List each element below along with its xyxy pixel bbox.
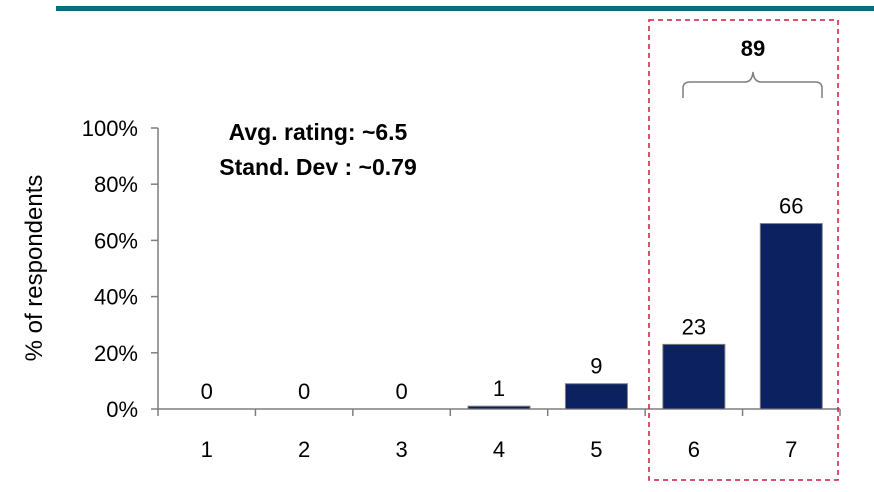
y-tick-label: 80% bbox=[94, 172, 138, 197]
x-tick-label: 7 bbox=[785, 437, 797, 462]
y-tick-label: 40% bbox=[94, 285, 138, 310]
y-tick-label: 20% bbox=[94, 341, 138, 366]
x-tick-label: 6 bbox=[688, 437, 700, 462]
standard-deviation-annotation: Stand. Dev : ~0.79 bbox=[219, 154, 417, 180]
y-tick-label: 0% bbox=[106, 397, 138, 422]
bar-value-label: 66 bbox=[779, 194, 803, 219]
bar-value-label: 0 bbox=[201, 379, 213, 404]
average-rating-annotation: Avg. rating: ~6.5 bbox=[229, 119, 408, 145]
highlight-total-label: 89 bbox=[741, 36, 765, 61]
bar bbox=[759, 223, 823, 410]
highlight-brace bbox=[682, 71, 823, 98]
bar bbox=[564, 383, 628, 410]
bars bbox=[467, 223, 823, 410]
x-tick-label: 2 bbox=[298, 437, 310, 462]
x-ticks: 1 2 3 4 5 6 7 bbox=[157, 409, 841, 462]
y-ticks: 0% 20% 40% 60% 80% 100% bbox=[82, 116, 158, 422]
bar bbox=[662, 343, 726, 410]
highlight-box bbox=[648, 19, 839, 481]
x-tick-label: 3 bbox=[395, 437, 407, 462]
bar-data-labels: 0 0 0 1 9 23 66 bbox=[201, 194, 804, 404]
bar-value-label: 0 bbox=[395, 379, 407, 404]
y-tick-label: 100% bbox=[82, 116, 138, 141]
x-tick-label: 5 bbox=[590, 437, 602, 462]
bar-value-label: 1 bbox=[493, 376, 505, 401]
header-rule bbox=[56, 6, 874, 11]
y-tick-label: 60% bbox=[94, 228, 138, 253]
bar-value-label: 0 bbox=[298, 379, 310, 404]
bar bbox=[467, 405, 531, 410]
bar-value-label: 9 bbox=[590, 354, 602, 379]
y-axis-title: % of respondents bbox=[21, 175, 48, 362]
x-tick-label: 1 bbox=[201, 437, 213, 462]
x-tick-label: 4 bbox=[493, 437, 505, 462]
bar-value-label: 23 bbox=[682, 314, 706, 339]
